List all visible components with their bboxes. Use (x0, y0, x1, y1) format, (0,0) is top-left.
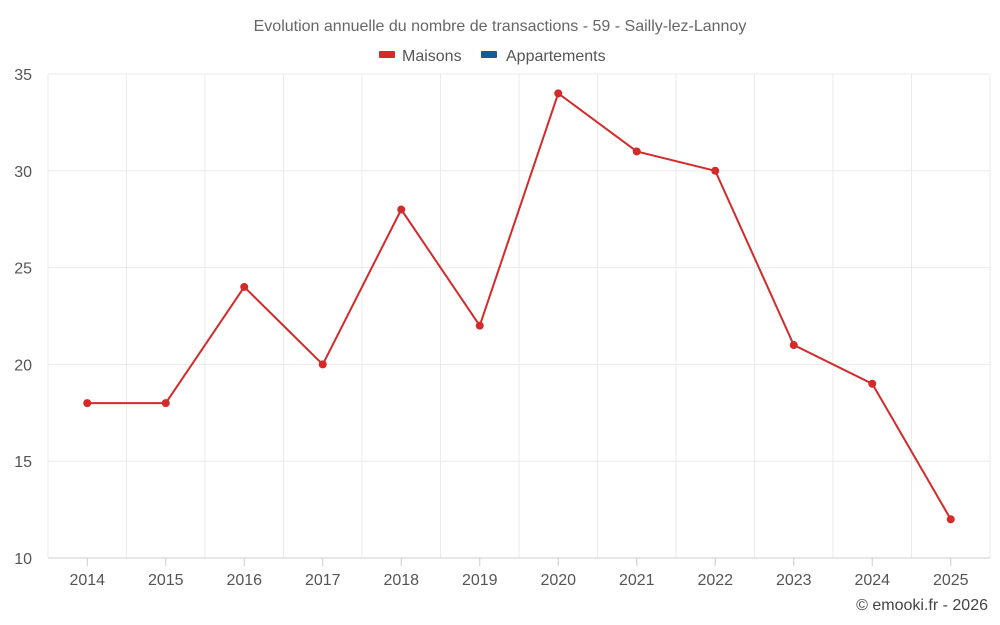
y-tick-label: 35 (14, 67, 32, 84)
y-tick-label: 25 (14, 261, 32, 278)
data-point[interactable] (83, 399, 92, 408)
x-tick-label: 2018 (383, 572, 419, 589)
x-tick-label: 2017 (305, 572, 341, 589)
x-tick-label: 2016 (226, 572, 262, 589)
x-tick-label: 2021 (619, 572, 655, 589)
credit-text[interactable]: © emooki.fr - 2026 (856, 597, 988, 614)
legend-label-appartements: Appartements (506, 48, 606, 65)
legend: Maisons Appartements (379, 48, 606, 65)
legend-item-maisons[interactable]: Maisons (379, 48, 462, 65)
data-point[interactable] (161, 399, 170, 408)
x-tick-label: 2024 (854, 572, 890, 589)
y-tick-label: 30 (14, 164, 32, 181)
data-point[interactable] (554, 89, 563, 98)
legend-item-appartements[interactable]: Appartements (481, 48, 606, 65)
x-tick-label: 2014 (69, 572, 105, 589)
data-point[interactable] (632, 147, 641, 156)
legend-swatch-maisons (379, 51, 395, 58)
y-tick-label: 15 (14, 454, 32, 471)
data-point[interactable] (946, 515, 955, 524)
grid-layer (47, 73, 991, 558)
y-tick-label: 10 (14, 551, 32, 568)
data-point[interactable] (475, 321, 484, 330)
data-point[interactable] (397, 205, 406, 214)
legend-label-maisons: Maisons (402, 48, 462, 65)
data-point[interactable] (240, 282, 249, 291)
x-tick-label: 2020 (540, 572, 576, 589)
x-tick-label: 2015 (148, 572, 184, 589)
data-point[interactable] (711, 166, 720, 175)
chart-title: Evolution annuelle du nombre de transact… (254, 18, 747, 35)
data-point[interactable] (868, 379, 877, 388)
data-point[interactable] (318, 360, 327, 369)
y-tick-label: 20 (14, 357, 32, 374)
x-tick-label: 2019 (462, 572, 498, 589)
series-line-maisons (87, 91, 952, 520)
x-tick-label: 2022 (697, 572, 733, 589)
data-point[interactable] (789, 341, 798, 350)
series-layer (83, 89, 955, 524)
x-tick-label: 2025 (933, 572, 969, 589)
x-tick-label: 2023 (776, 572, 812, 589)
legend-swatch-appartements (481, 51, 497, 58)
